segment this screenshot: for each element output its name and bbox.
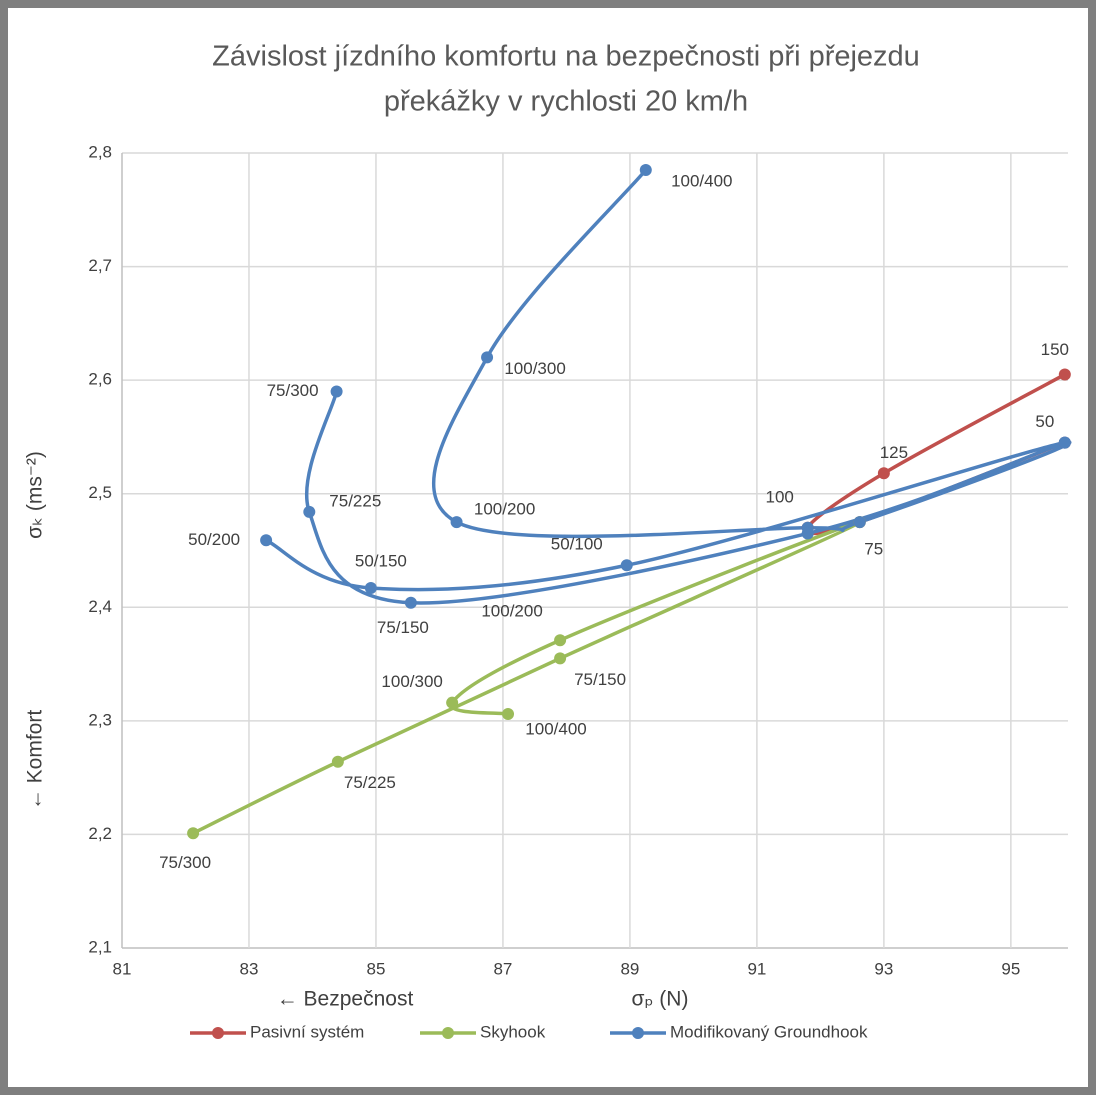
- point: [330, 385, 343, 398]
- data-label: 100/300: [381, 672, 442, 691]
- x-tick-label: 93: [874, 959, 893, 978]
- legend-marker: [442, 1027, 454, 1039]
- data-label: 100/400: [671, 172, 732, 191]
- chart-title: překážky v rychlosti 20 km/h: [384, 86, 748, 118]
- point: [801, 527, 814, 540]
- point: [481, 351, 494, 364]
- legend-label: Pasivní systém: [250, 1022, 364, 1041]
- point: [502, 708, 515, 721]
- point: [450, 516, 463, 529]
- y-tick-label: 2,1: [88, 937, 112, 956]
- x-tick-label: 85: [366, 959, 385, 978]
- data-label: 50: [1035, 412, 1054, 431]
- point: [364, 581, 377, 594]
- data-label: 75/150: [574, 670, 626, 689]
- x-tick-label: 89: [620, 959, 639, 978]
- x-tick-label: 83: [240, 959, 259, 978]
- point: [620, 559, 633, 572]
- point: [446, 696, 459, 709]
- data-label: 75/225: [344, 773, 396, 792]
- legend-marker: [632, 1027, 644, 1039]
- point: [187, 827, 200, 840]
- data-label: 50/100: [551, 535, 603, 554]
- chart-title: Závislost jízdního komfortu na bezpečnos…: [212, 41, 920, 73]
- y-tick-label: 2,4: [88, 597, 112, 616]
- x-tick-label: 81: [113, 959, 132, 978]
- series-line: [265, 168, 1072, 605]
- annotation: ← Komfort: [24, 710, 47, 811]
- point: [404, 596, 417, 609]
- data-label: 100/200: [474, 500, 535, 519]
- legend-label: Skyhook: [480, 1022, 546, 1041]
- data-label: 100/300: [504, 359, 565, 378]
- point: [877, 467, 890, 480]
- y-tick-label: 2,8: [88, 142, 112, 161]
- legend-marker: [212, 1027, 224, 1039]
- point: [331, 755, 344, 768]
- series-line: [192, 520, 862, 835]
- data-label: 100/400: [525, 720, 586, 739]
- x-tick-label: 95: [1001, 959, 1020, 978]
- y-tick-label: 2,3: [88, 710, 112, 729]
- y-tick-label: 2,5: [88, 483, 112, 502]
- point: [303, 505, 316, 518]
- point: [260, 534, 273, 547]
- legend-label: Modifikovaný Groundhook: [670, 1022, 868, 1041]
- point: [853, 516, 866, 529]
- x-tick-label: 87: [493, 959, 512, 978]
- data-label: 125: [880, 443, 908, 462]
- data-label: 50/150: [355, 551, 407, 570]
- y-tick-label: 2,7: [88, 256, 112, 275]
- data-label: 75/225: [329, 491, 381, 510]
- point: [639, 164, 652, 177]
- point: [554, 652, 567, 665]
- y-axis-label: σₖ (ms⁻²): [24, 451, 47, 539]
- y-tick-label: 2,6: [88, 370, 112, 389]
- point: [1058, 368, 1071, 381]
- data-label: 100/200: [481, 602, 542, 621]
- data-label: 75: [864, 540, 883, 559]
- point: [1058, 436, 1071, 449]
- data-label: 75/300: [267, 381, 319, 400]
- data-label: 100: [766, 487, 794, 506]
- annotation: ← Bezpečnost: [277, 988, 414, 1011]
- data-label: 75/300: [159, 853, 211, 872]
- y-tick-label: 2,2: [88, 824, 112, 843]
- data-label: 50/200: [188, 530, 240, 549]
- data-label: 150: [1041, 340, 1069, 359]
- x-tick-label: 91: [747, 959, 766, 978]
- data-label: 75/150: [377, 618, 429, 637]
- x-axis-label: σₚ (N): [632, 988, 689, 1011]
- point: [554, 634, 567, 647]
